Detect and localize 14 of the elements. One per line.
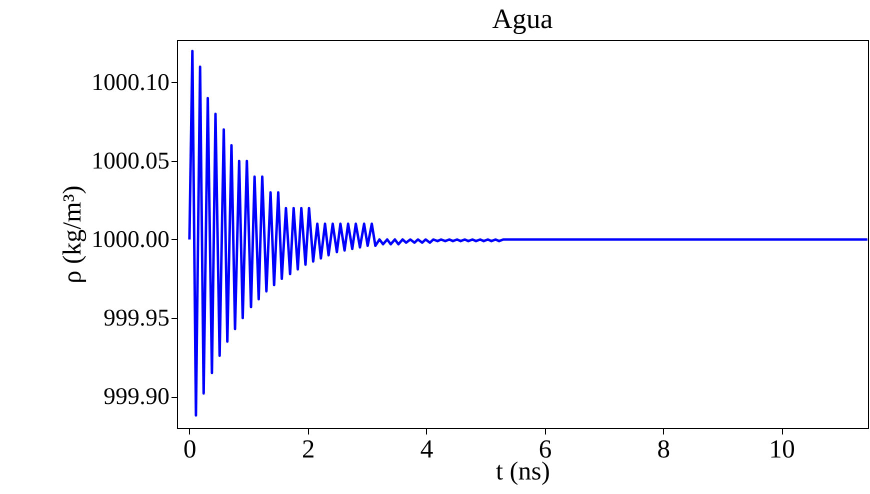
chart-title: Agua bbox=[492, 4, 554, 35]
y-tick-label: 999.90 bbox=[104, 384, 170, 410]
y-tick-label: 1000.10 bbox=[92, 70, 170, 96]
y-axis-title: ρ (kg/m³) bbox=[58, 185, 86, 284]
x-tick-label: 2 bbox=[302, 434, 315, 464]
x-tick-label: 10 bbox=[769, 434, 796, 464]
y-tick-label: 1000.05 bbox=[92, 148, 170, 174]
x-tick-label: 4 bbox=[420, 434, 434, 464]
line-series bbox=[188, 50, 868, 417]
x-tick-label: 0 bbox=[183, 434, 196, 464]
x-tick-label: 8 bbox=[657, 434, 670, 464]
y-tick-label: 1000.00 bbox=[92, 227, 170, 253]
y-tick-label: 999.95 bbox=[104, 306, 170, 332]
x-axis-title: t (ns) bbox=[496, 456, 550, 486]
